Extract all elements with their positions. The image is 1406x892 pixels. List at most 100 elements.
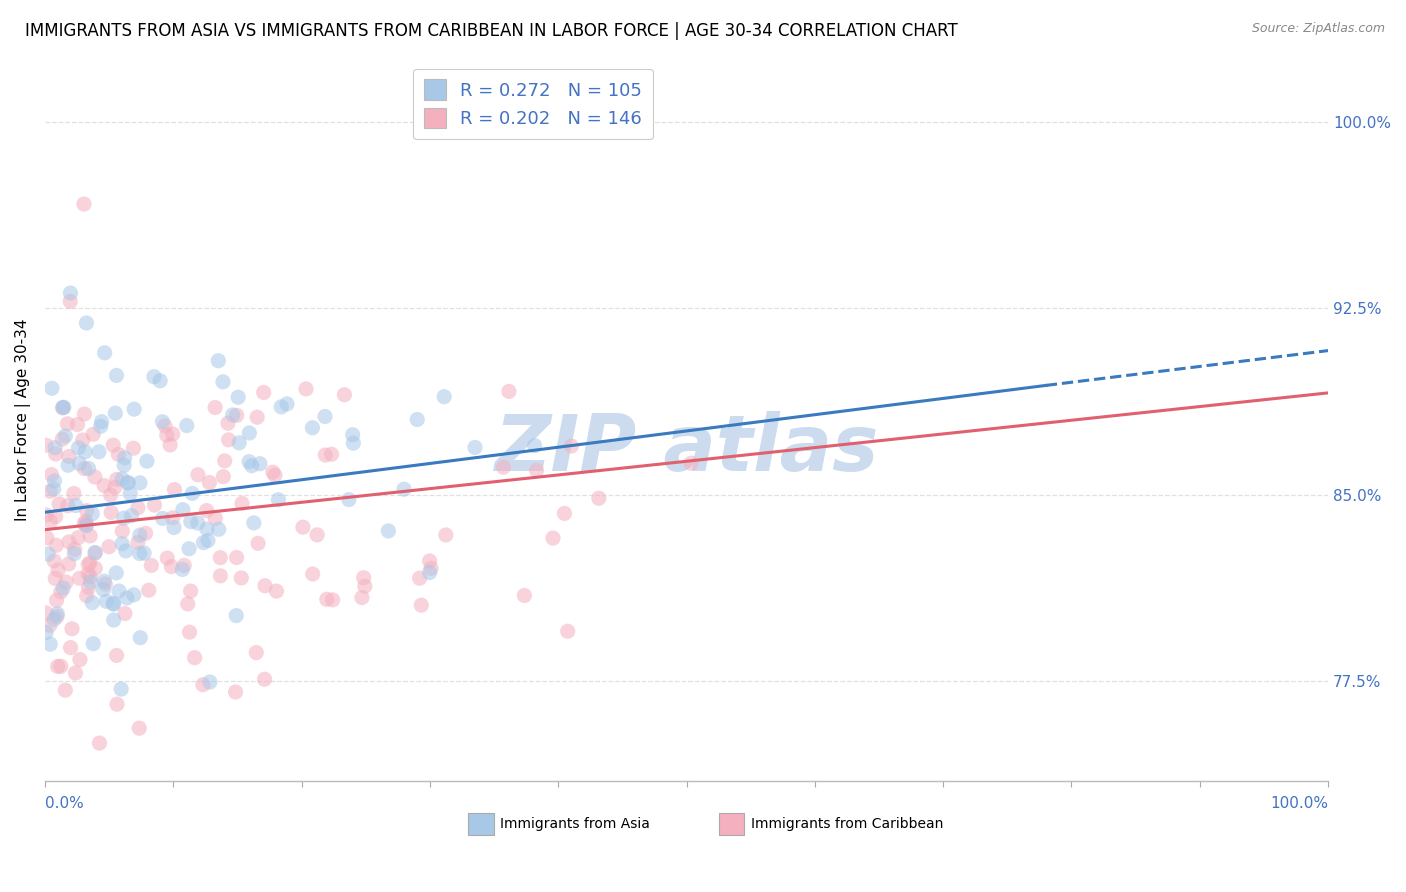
Point <box>46 659 69 673</box>
Point <box>103 438 125 452</box>
Point <box>90 419 112 434</box>
Point <box>67 441 90 455</box>
Point <box>93 582 115 597</box>
Point <box>45 593 67 607</box>
Point <box>84 545 107 559</box>
Point <box>264 468 287 483</box>
Point <box>141 558 163 573</box>
Point <box>411 598 433 612</box>
Point <box>128 721 150 735</box>
Point <box>246 410 269 425</box>
Point <box>67 457 90 471</box>
Point <box>122 441 145 455</box>
Point <box>212 469 235 483</box>
Point <box>291 520 314 534</box>
Point <box>136 454 159 468</box>
Point <box>53 429 76 443</box>
Point <box>42 482 65 496</box>
Point <box>103 596 125 610</box>
Point <box>225 550 247 565</box>
Point <box>76 589 98 603</box>
Point <box>226 390 249 404</box>
Point <box>187 467 209 482</box>
Point <box>143 498 166 512</box>
Point <box>129 475 152 490</box>
Point <box>222 408 245 422</box>
Text: 0.0%: 0.0% <box>45 796 83 811</box>
Point <box>177 541 200 556</box>
Point <box>105 697 128 711</box>
FancyBboxPatch shape <box>468 814 494 835</box>
Point <box>342 436 364 450</box>
Point <box>172 562 194 576</box>
Point <box>73 516 96 531</box>
Point <box>172 502 194 516</box>
Point <box>207 353 229 368</box>
Point <box>75 316 97 330</box>
Point <box>180 515 202 529</box>
Point <box>225 409 247 423</box>
Point <box>104 406 127 420</box>
Point <box>253 672 276 686</box>
Point <box>63 547 86 561</box>
Point <box>492 460 515 475</box>
Point <box>58 557 80 571</box>
Point <box>79 529 101 543</box>
Point <box>121 508 143 523</box>
Point <box>65 499 87 513</box>
Point <box>218 433 240 447</box>
Point <box>342 427 364 442</box>
Point <box>76 503 98 517</box>
Point <box>128 528 150 542</box>
Point <box>77 461 100 475</box>
Point <box>37 547 59 561</box>
Point <box>75 517 97 532</box>
Point <box>149 374 172 388</box>
Point <box>153 418 176 433</box>
Point <box>195 503 218 517</box>
Point <box>73 461 96 475</box>
Point <box>204 511 226 525</box>
Point <box>39 637 62 651</box>
Point <box>69 652 91 666</box>
Point <box>82 427 104 442</box>
Point <box>156 551 179 566</box>
Point <box>214 454 236 468</box>
Point <box>498 384 520 399</box>
Point <box>217 416 239 430</box>
Point <box>45 538 67 552</box>
Point <box>75 515 97 529</box>
Point <box>87 445 110 459</box>
Point <box>73 407 96 421</box>
Point <box>117 475 139 490</box>
Point <box>523 439 546 453</box>
Point <box>134 546 156 560</box>
Point <box>52 581 75 595</box>
Point <box>73 445 96 459</box>
Point <box>209 550 232 565</box>
Point <box>59 640 82 655</box>
Legend: R = 0.272   N = 105, R = 0.202   N = 146: R = 0.272 N = 105, R = 0.202 N = 146 <box>413 69 652 139</box>
Point <box>82 596 104 610</box>
Point <box>187 516 209 530</box>
Point <box>60 622 83 636</box>
Point <box>105 566 128 580</box>
Point <box>337 492 360 507</box>
Point <box>162 427 184 442</box>
Point <box>58 450 80 464</box>
Point <box>419 554 441 568</box>
Point <box>350 591 373 605</box>
Point <box>183 650 205 665</box>
Point <box>243 516 266 530</box>
Point <box>322 592 344 607</box>
Point <box>225 685 247 699</box>
Point <box>262 465 284 479</box>
Point <box>245 646 267 660</box>
Point <box>353 579 375 593</box>
Point <box>52 401 75 415</box>
Point <box>103 613 125 627</box>
Point <box>434 528 457 542</box>
Point <box>122 588 145 602</box>
Point <box>105 648 128 663</box>
Point <box>56 417 79 431</box>
